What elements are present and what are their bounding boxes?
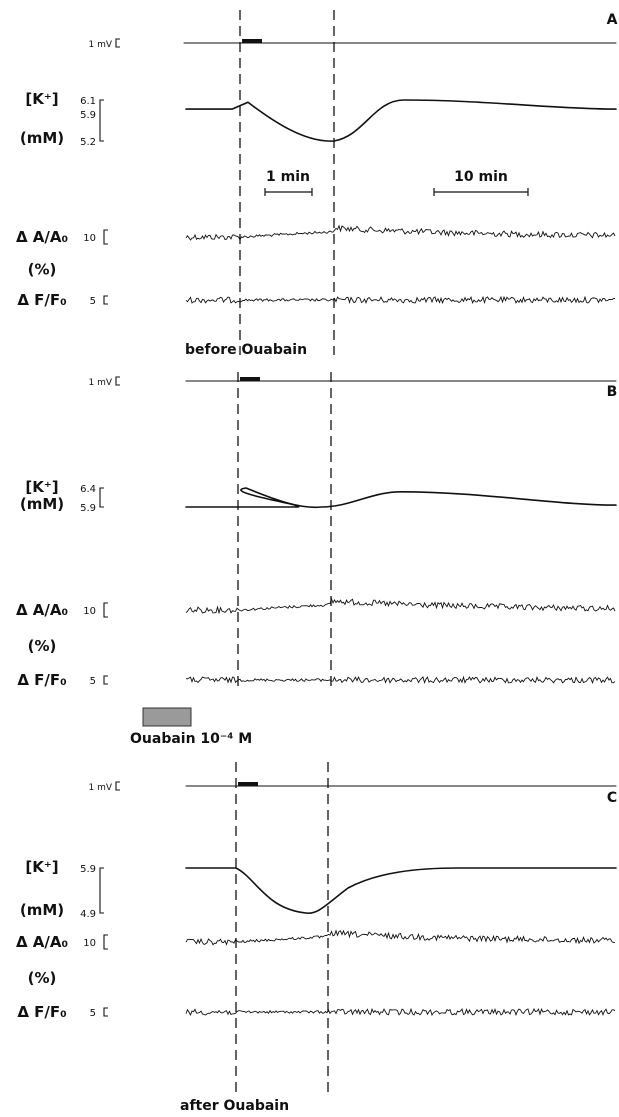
dA-scale-bracket (103, 229, 108, 245)
dA-label: Δ A/A₀ (16, 228, 68, 246)
time-scale-label: 10 min (454, 169, 508, 185)
fluorescence-trace (185, 1007, 616, 1017)
stimulus-marker (242, 39, 262, 43)
k-tick-label: 5.2 (80, 137, 96, 148)
k-scale-bracket (99, 867, 104, 914)
k-unit-label: (mM) (20, 901, 64, 919)
k-scale-bracket (99, 99, 104, 142)
potassium-trace (185, 487, 617, 509)
stimulus-marker (240, 377, 260, 381)
dA-label: Δ A/A₀ (16, 601, 68, 619)
stimulus-marker (238, 782, 258, 786)
k-unit-label: (mM) (20, 495, 64, 513)
k-tick-label: 6.4 (80, 484, 96, 495)
fluorescence-trace (185, 675, 616, 685)
ouabain-label: Ouabain 10⁻⁴ M (130, 731, 252, 747)
mv-scale-label: 1 mV (88, 378, 112, 388)
dA-scale-label: 10 (83, 233, 96, 244)
dF-scale-bracket (103, 1007, 108, 1017)
mv-scale-label: 1 mV (88, 40, 112, 50)
potassium-trace (185, 99, 617, 142)
absorbance-trace (185, 224, 616, 241)
dF-scale-label: 5 (90, 296, 96, 307)
mv-scale-label: 1 mV (88, 783, 112, 793)
k-label: [K⁺] (25, 90, 58, 108)
dF-scale-bracket (103, 675, 108, 685)
time-scale-bar: 10 min (433, 169, 529, 196)
k-label: [K⁺] (25, 858, 58, 876)
dA-label: Δ A/A₀ (16, 933, 68, 951)
panel-c: C 1 mV [K⁺] (mM) 5.9 4.9 Δ A/A₀ (%) Δ F/F₀ 10 5 aft… (16, 762, 617, 1114)
absorbance-trace (185, 929, 615, 946)
dF-scale-label: 5 (90, 1008, 96, 1019)
dA-scale-label: 10 (83, 606, 96, 617)
percent-label: (%) (28, 969, 57, 987)
panel-a: A 1 mV [K⁺] (mM) 6.1 5.9 5.2 Δ A/A₀ (%) Δ F/F₀ 10 5… (16, 10, 618, 358)
dF-scale-label: 5 (90, 676, 96, 687)
percent-label: (%) (28, 261, 57, 279)
k-unit-label: (mM) (20, 129, 64, 147)
ouabain-application-bar (142, 707, 192, 727)
fluorescence-trace (185, 295, 616, 305)
panel-label: C (607, 790, 617, 806)
dF-scale-bracket (103, 295, 108, 305)
time-scale-label: 1 min (266, 169, 310, 185)
dF-label: Δ F/F₀ (17, 1003, 66, 1021)
mv-scale-bracket (115, 38, 120, 48)
potassium-trace (185, 867, 617, 914)
dA-scale-bracket (103, 934, 108, 950)
k-scale-bracket (99, 487, 104, 508)
condition-label: after Ouabain (180, 1098, 289, 1114)
k-tick-label: 5.9 (80, 503, 96, 514)
mv-scale-bracket (115, 781, 120, 791)
dA-scale-bracket (103, 602, 108, 618)
panel-label: A (607, 12, 618, 28)
dA-scale-label: 10 (83, 938, 96, 949)
panel-label: B (607, 384, 618, 400)
k-tick-label: 6.1 (80, 96, 96, 107)
k-tick-label: 5.9 (80, 864, 96, 875)
panel-b: B 1 mV [K⁺](mM) 6.4 5.9 Δ A/A₀ (%) Δ F/F₀ 10 5 Oua… (16, 372, 617, 747)
condition-label: before Ouabain (185, 342, 307, 358)
dF-label: Δ F/F₀ (17, 291, 66, 309)
percent-label: (%) (28, 637, 57, 655)
mv-scale-bracket (115, 376, 120, 386)
absorbance-trace (185, 597, 616, 615)
time-scale-bar: 1 min (264, 169, 313, 196)
dF-label: Δ F/F₀ (17, 671, 66, 689)
k-label: [K⁺] (25, 478, 58, 496)
k-tick-label: 4.9 (80, 909, 96, 920)
k-tick-label: 5.9 (80, 110, 96, 121)
